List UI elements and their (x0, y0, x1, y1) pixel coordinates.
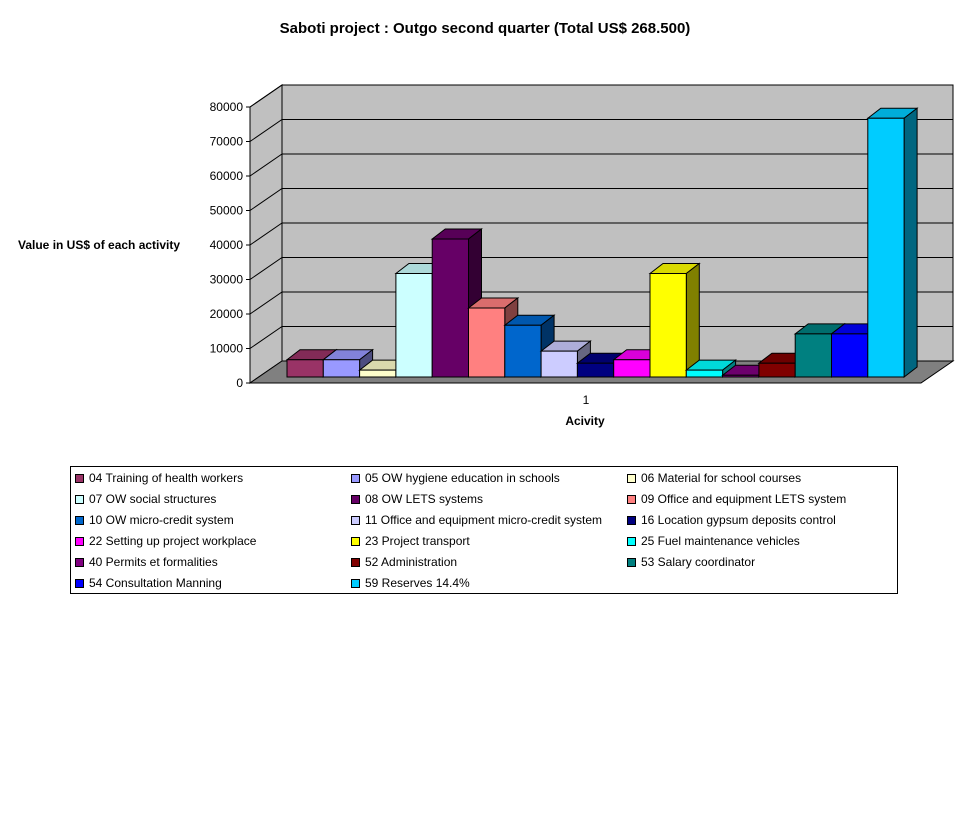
bar-front (359, 369, 397, 378)
legend-swatch (75, 494, 84, 504)
legend-swatch (75, 557, 84, 567)
legend-label: 25 Fuel maintenance vehicles (641, 534, 800, 548)
y-tick-label: 40000 (210, 238, 244, 252)
gridline (249, 326, 953, 349)
chart-title: Saboti project : Outgo second quarter (T… (279, 20, 691, 37)
legend-swatch (351, 578, 360, 588)
bar-side (903, 107, 918, 379)
legend-item: 11 Office and equipment micro-credit sys… (351, 512, 602, 528)
bar (648, 262, 701, 379)
legend-label: 53 Salary coordinator (641, 555, 756, 569)
bar-front (794, 333, 833, 378)
legend-item: 07 OW social structures (75, 491, 216, 507)
legend-label: 54 Consultation Manning (89, 576, 222, 590)
gridline (249, 153, 953, 177)
legend-item: 25 Fuel maintenance vehicles (627, 533, 800, 549)
legend: 04 Training of health workers 05 OW hygie… (70, 466, 898, 594)
legend-label: 23 Project transport (365, 534, 470, 548)
bar-front (468, 307, 506, 378)
legend-item: 05 OW hygiene education in schools (351, 470, 560, 486)
legend-swatch (75, 515, 84, 525)
bar-front (504, 324, 542, 378)
bar-front (649, 273, 687, 378)
bar-front (286, 359, 324, 378)
legend-swatch (75, 473, 84, 483)
y-tick-label: 20000 (210, 307, 244, 321)
legend-swatch (627, 494, 636, 504)
legend-item: 59 Reserves 14.4% (351, 575, 470, 591)
legend-label: 11 Office and equipment micro-credit sys… (365, 513, 602, 527)
legend-swatch (351, 515, 360, 525)
bar-front (758, 362, 796, 378)
y-tick-label: 50000 (210, 204, 244, 218)
bar-front (431, 238, 470, 378)
y-tick-label: 80000 (210, 100, 244, 114)
legend-label: 09 Office and equipment LETS system (641, 492, 847, 506)
x-tick-label: 1 (583, 393, 590, 407)
y-tick-label: 10000 (210, 342, 244, 356)
bar-front (831, 333, 869, 378)
legend-label: 52 Administration (365, 555, 458, 569)
legend-swatch (627, 515, 636, 525)
bar-front (576, 362, 615, 378)
legend-item: 16 Location gypsum deposits control (627, 512, 836, 528)
legend-item: 10 OW micro-credit system (75, 512, 234, 528)
bar-side (685, 262, 700, 379)
bar-front (395, 273, 433, 378)
legend-label: 07 OW social structures (89, 492, 217, 506)
bar-front (613, 359, 651, 378)
legend-item: 08 OW LETS systems (351, 491, 483, 507)
legend-swatch (351, 473, 360, 483)
legend-swatch (351, 494, 360, 504)
y-tick-label: 30000 (210, 273, 244, 287)
legend-swatch (627, 557, 636, 567)
legend-item: 04 Training of health workers (75, 470, 243, 486)
gridline (249, 188, 953, 211)
y-tick-label: 70000 (210, 135, 244, 149)
legend-item: 23 Project transport (351, 533, 470, 549)
legend-swatch (75, 536, 84, 546)
chart-plot: 0 10000 20000 30000 40000 50000 60000 70000 8000… (210, 84, 955, 407)
bar-front (685, 369, 724, 378)
y-tick-label: 0 (236, 376, 243, 390)
legend-label: 06 Material for school courses (641, 471, 802, 485)
legend-label: 08 OW LETS systems (365, 492, 484, 506)
y-tick-label: 60000 (210, 169, 244, 183)
legend-item: 22 Setting up project workplace (75, 533, 256, 549)
gridline (249, 222, 953, 246)
legend-label: 59 Reserves 14.4% (365, 576, 470, 590)
legend-label: 10 OW micro-credit system (89, 513, 234, 527)
bar-front (867, 117, 905, 378)
legend-item: 40 Permits et formalities (75, 554, 218, 570)
legend-item: 53 Salary coordinator (627, 554, 755, 570)
gridline (249, 291, 953, 315)
legend-label: 16 Location gypsum deposits control (641, 513, 836, 527)
bar-front (722, 374, 760, 378)
legend-label: 05 OW hygiene education in schools (365, 471, 560, 485)
legend-swatch (351, 557, 360, 567)
legend-item: 54 Consultation Manning (75, 575, 222, 591)
legend-swatch (75, 578, 84, 588)
bar-front (540, 350, 578, 378)
legend-label: 22 Setting up project workplace (89, 534, 257, 548)
bar (321, 348, 375, 379)
legend-swatch (351, 536, 360, 546)
y-axis-label: Value in US$ of each activity (18, 238, 181, 252)
gridline (249, 84, 953, 108)
gridline (249, 119, 953, 142)
gridline (249, 257, 953, 280)
legend-item: 06 Material for school courses (627, 470, 801, 486)
legend-label: 04 Training of health workers (89, 471, 244, 485)
bar (866, 107, 919, 379)
legend-swatch (627, 473, 636, 483)
legend-swatch (627, 536, 636, 546)
bar-front (322, 359, 361, 378)
x-axis-label: Acivity (565, 414, 605, 428)
legend-item: 52 Administration (351, 554, 457, 570)
legend-item: 09 Office and equipment LETS system (627, 491, 846, 507)
legend-label: 40 Permits et formalities (89, 555, 218, 569)
